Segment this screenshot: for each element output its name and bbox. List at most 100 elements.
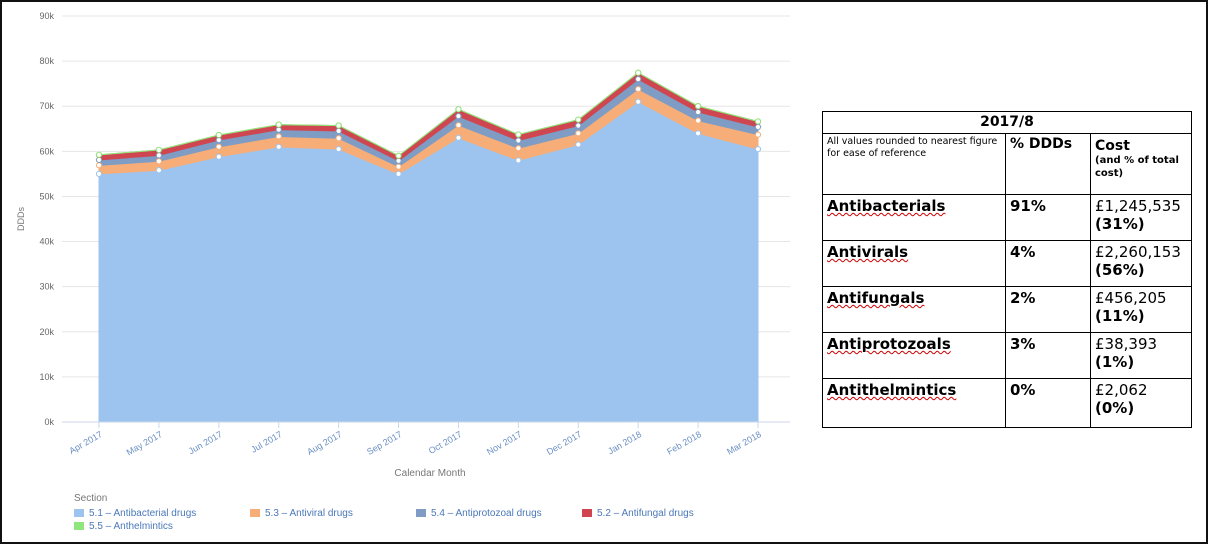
legend-swatch bbox=[416, 509, 426, 517]
table-row: Antivirals 4% £2,260,153 (56%) bbox=[822, 240, 1192, 287]
point bbox=[575, 130, 582, 137]
point bbox=[155, 146, 163, 153]
y-tick-label: 0k bbox=[44, 417, 54, 427]
point bbox=[335, 145, 342, 153]
point bbox=[275, 143, 282, 150]
y-tick-label: 10k bbox=[39, 372, 54, 382]
table: 2017/8 All values rounded to nearest fig… bbox=[822, 111, 1192, 428]
x-tick-label: Nov 2017 bbox=[485, 429, 523, 457]
table-title: 2017/8 bbox=[822, 111, 1192, 134]
point bbox=[275, 121, 282, 128]
cost: £2,260,153 (56%) bbox=[1090, 240, 1192, 287]
header-text: (and % of total cost) bbox=[1095, 155, 1179, 179]
point bbox=[635, 76, 642, 83]
x-tick-label: Aug 2017 bbox=[305, 429, 343, 457]
row-name: Antivirals bbox=[822, 240, 1006, 287]
row-name: Antifungals bbox=[822, 286, 1006, 333]
row-name-text: Antifungals bbox=[827, 289, 925, 307]
y-tick-label: 70k bbox=[39, 101, 54, 111]
cost-value: £456,205 bbox=[1095, 289, 1167, 307]
point bbox=[754, 118, 762, 125]
cost: £1,245,535 (31%) bbox=[1090, 194, 1192, 241]
cost-value: £2,260,153 bbox=[1095, 243, 1181, 261]
row-name-text: Antibacterials bbox=[827, 197, 946, 215]
legend-label: 5.4 – Antiprotozoal drugs bbox=[431, 508, 542, 519]
point bbox=[635, 85, 642, 93]
point bbox=[215, 153, 222, 160]
point bbox=[515, 145, 522, 152]
point bbox=[754, 131, 762, 138]
legend-swatch bbox=[74, 522, 84, 530]
table-row: Antifungals 2% £456,205 (11%) bbox=[822, 286, 1192, 333]
point bbox=[95, 162, 103, 169]
x-tick-label: Jul 2017 bbox=[249, 429, 283, 455]
point bbox=[95, 170, 103, 177]
point bbox=[575, 122, 582, 129]
table-row: Antiprotozoals 3% £38,393 (1%) bbox=[822, 332, 1192, 379]
cost-value: £2,062 bbox=[1095, 381, 1148, 399]
cost-share: (31%) bbox=[1095, 215, 1145, 233]
y-tick-label: 90k bbox=[39, 11, 54, 21]
row-name-text: Antithelmintics bbox=[827, 381, 957, 399]
point bbox=[455, 122, 462, 129]
cost: £38,393 (1%) bbox=[1090, 332, 1192, 379]
point bbox=[155, 158, 163, 165]
cost: £456,205 (11%) bbox=[1090, 286, 1192, 333]
x-tick-label: Oct 2017 bbox=[427, 429, 464, 456]
cost-share: (0%) bbox=[1095, 399, 1135, 417]
cost-value: £38,393 bbox=[1095, 335, 1158, 353]
pct-ddds: 4% bbox=[1005, 240, 1091, 287]
point bbox=[635, 69, 642, 76]
point bbox=[754, 123, 762, 131]
header-cell: All values rounded to nearest figure for… bbox=[822, 133, 1006, 195]
y-axis-label: DDDs bbox=[16, 207, 26, 231]
point bbox=[335, 135, 342, 142]
point bbox=[694, 117, 702, 124]
point bbox=[455, 134, 462, 141]
legend-label: 5.5 – Anthelmintics bbox=[89, 521, 173, 532]
y-tick-label: 20k bbox=[39, 327, 54, 337]
point bbox=[515, 131, 522, 138]
point bbox=[215, 136, 222, 144]
legend-title: Section bbox=[74, 493, 107, 504]
point bbox=[335, 122, 342, 129]
y-tick-label: 30k bbox=[39, 282, 54, 292]
point bbox=[455, 113, 462, 120]
row-name: Antiprotozoals bbox=[822, 332, 1006, 379]
cost: £2,062 (0%) bbox=[1090, 378, 1192, 428]
cost-share: (56%) bbox=[1095, 261, 1145, 279]
y-tick-label: 40k bbox=[39, 237, 54, 247]
point bbox=[694, 130, 702, 137]
point bbox=[694, 102, 702, 110]
point bbox=[395, 163, 402, 170]
point bbox=[395, 157, 402, 164]
point bbox=[515, 157, 522, 164]
x-tick-label: May 2017 bbox=[125, 429, 164, 457]
point bbox=[635, 98, 642, 105]
cost-share: (11%) bbox=[1095, 307, 1145, 325]
y-tick-label: 80k bbox=[39, 56, 54, 66]
point bbox=[95, 156, 103, 164]
point bbox=[275, 126, 282, 133]
x-axis-label: Calendar Month bbox=[394, 468, 465, 479]
point bbox=[95, 151, 103, 158]
row-name-text: Antiprotozoals bbox=[827, 335, 951, 353]
legend-swatch bbox=[250, 509, 260, 517]
x-tick-label: Apr 2017 bbox=[67, 429, 104, 456]
x-tick-label: Feb 2018 bbox=[665, 429, 703, 457]
row-name: Antibacterials bbox=[822, 194, 1006, 241]
cost-value: £1,245,535 bbox=[1095, 197, 1181, 215]
row-name: Antithelmintics bbox=[822, 378, 1006, 428]
legend-swatch bbox=[582, 509, 592, 517]
header-text: Cost bbox=[1095, 138, 1130, 154]
pct-ddds: 91% bbox=[1005, 194, 1091, 241]
legend-label: 5.3 – Antiviral drugs bbox=[265, 508, 353, 519]
point bbox=[754, 145, 762, 153]
point bbox=[395, 170, 402, 177]
point bbox=[335, 127, 342, 135]
point bbox=[575, 141, 582, 148]
point bbox=[155, 152, 163, 159]
x-tick-label: Dec 2017 bbox=[545, 429, 583, 457]
